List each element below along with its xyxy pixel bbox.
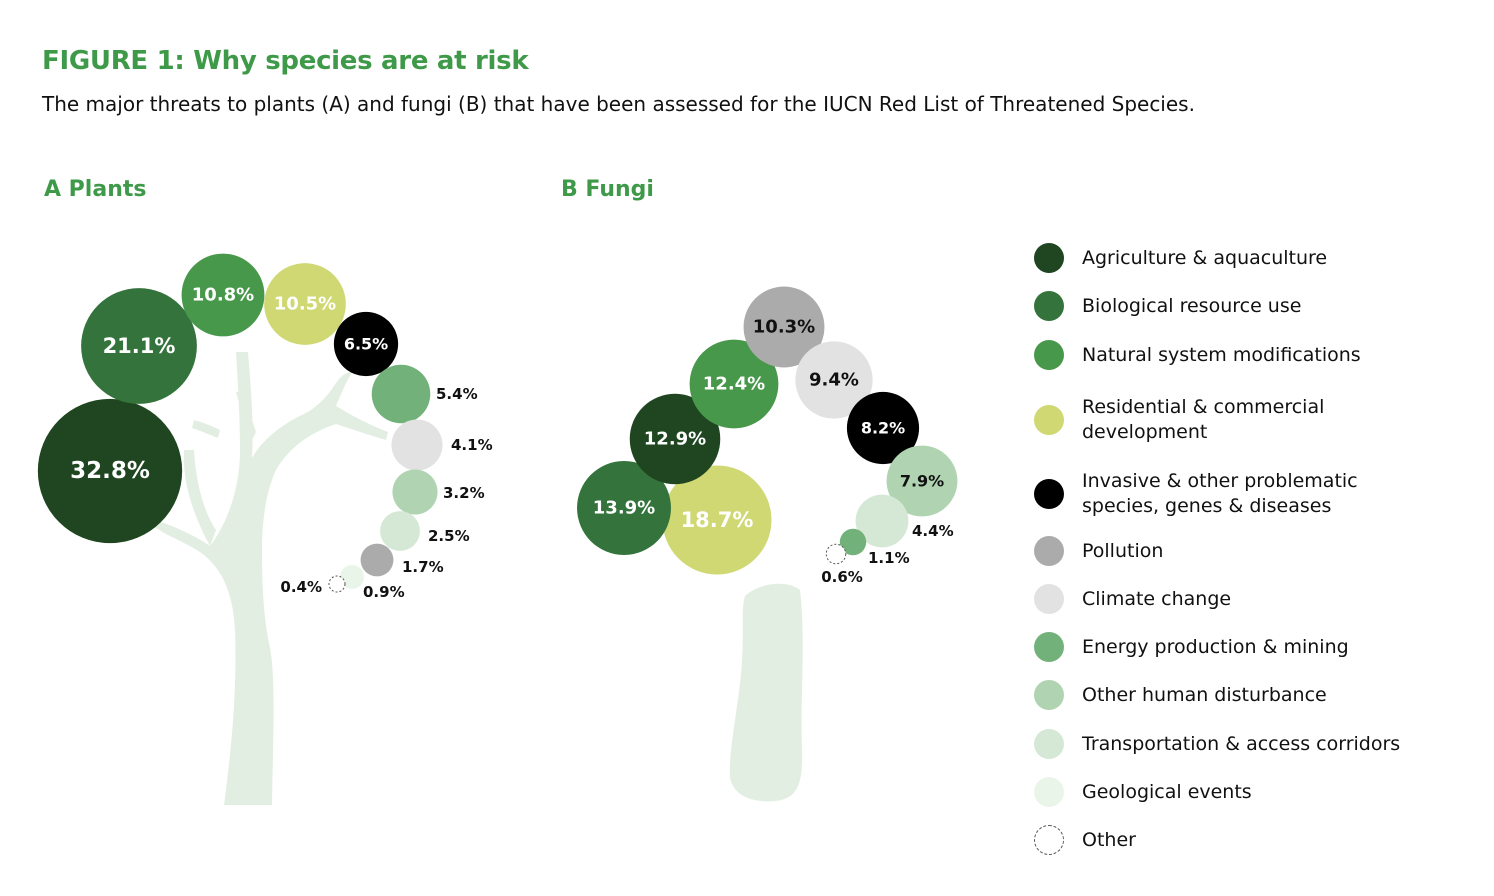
plants-label-energy: 5.4% [436, 385, 478, 403]
legend-item-geological: Geological events [1034, 777, 1462, 807]
fungi-label-pollution: 10.3% [753, 317, 815, 338]
plants-bubble-residential [264, 263, 346, 345]
plants-label-climate: 4.1% [451, 436, 493, 454]
legend-label-transport: Transportation & access corridors [1082, 732, 1401, 755]
legend-label-invasive: Invasive & other problematic species, ge… [1082, 470, 1358, 517]
fungi-label-disturbance: 7.9% [900, 472, 944, 491]
fungi-bubble-transport [855, 494, 909, 548]
plants-bubble-disturbance [392, 469, 438, 515]
legend-item-agriculture: Agriculture & aquaculture [1034, 243, 1462, 273]
fungi-bubble-residential [662, 465, 772, 575]
legend-item-energy: Energy production & mining [1034, 632, 1462, 662]
legend-label-climate: Climate change [1082, 587, 1232, 610]
plants-label-other: 0.4% [280, 578, 322, 596]
legend-swatch-residential [1034, 405, 1064, 435]
legend-swatch-pollution [1034, 536, 1064, 566]
fungi-bubble-natural [689, 339, 779, 429]
legend-item-disturbance: Other human disturbance [1034, 680, 1462, 710]
legend-swatch-natural [1034, 340, 1064, 370]
fungi-bubble-invasive [846, 391, 920, 465]
legend-label-pollution: Pollution [1082, 539, 1164, 562]
plants-bubble-group: 32.8% 21.1% 10.8% 10.5% 6.5% 5.4% 4.1% 3.2% 2.5%… [37, 253, 493, 601]
fungi-label-agriculture: 12.9% [644, 429, 706, 450]
legend-swatch-invasive [1034, 479, 1064, 509]
plants-bubble-climate [391, 419, 443, 471]
legend-item-climate: Climate change [1034, 584, 1462, 614]
plants-bubble-energy [371, 364, 431, 424]
legend-label-disturbance: Other human disturbance [1082, 683, 1327, 706]
plants-label-geological: 0.9% [363, 583, 405, 601]
plants-label-agriculture: 32.8% [70, 458, 150, 484]
legend-label-natural: Natural system modifications [1082, 343, 1361, 366]
fungi-bubble-group: 18.7% 13.9% 12.9% 12.4% 10.3% 9.4% 8.2% 7.9% 4.4… [577, 286, 958, 586]
legend-item-biological: Biological resource use [1034, 291, 1462, 321]
legend-item-invasive: Invasive & other problematic species, ge… [1034, 469, 1382, 519]
fungi-bubble-agriculture [629, 393, 721, 485]
plants-tree-silhouette [150, 352, 388, 805]
fungi-trunk-silhouette [729, 583, 803, 802]
legend-label-biological: Biological resource use [1082, 294, 1302, 317]
plants-bubble-biological [81, 288, 197, 404]
plants-label-invasive: 6.5% [344, 335, 388, 354]
figure-subtitle: The major threats to plants (A) and fung… [42, 92, 1195, 116]
plants-bubble-invasive [333, 311, 399, 377]
plants-bubble-pollution [360, 543, 394, 577]
plants-bubble-agriculture [37, 398, 183, 544]
fungi-label-other: 0.6% [821, 568, 863, 586]
legend-swatch-biological [1034, 291, 1064, 321]
legend-item-natural: Natural system modifications [1034, 340, 1462, 370]
plants-label-transport: 2.5% [428, 527, 470, 545]
legend-label-other: Other [1082, 828, 1136, 851]
legend-swatch-climate [1034, 584, 1064, 614]
legend-swatch-disturbance [1034, 680, 1064, 710]
plants-panel-title: A Plants [44, 177, 147, 202]
plants-label-pollution: 1.7% [402, 558, 444, 576]
legend-swatch-energy [1034, 632, 1064, 662]
legend-item-other: Other [1034, 825, 1462, 855]
bubble-tree-charts: 32.8% 21.1% 10.8% 10.5% 6.5% 5.4% 4.1% 3.2% 2.5%… [37, 253, 958, 805]
fungi-label-invasive: 8.2% [861, 419, 905, 438]
fungi-label-climate: 9.4% [809, 370, 859, 391]
fungi-bubble-other [825, 543, 847, 565]
plants-bubble-natural [181, 253, 265, 337]
plants-label-biological: 21.1% [103, 334, 176, 358]
legend-label-geological: Geological events [1082, 780, 1252, 803]
legend-item-residential: Residential & commercial development [1034, 395, 1332, 445]
figure-title: FIGURE 1: Why species are at risk [42, 46, 529, 76]
fungi-bubble-pollution [743, 286, 825, 368]
legend-label-agriculture: Agriculture & aquaculture [1082, 246, 1328, 269]
legend-swatch-other [1034, 825, 1064, 855]
legend-swatch-agriculture [1034, 243, 1064, 273]
fungi-label-residential: 18.7% [681, 508, 754, 532]
fungi-label-transport: 4.4% [912, 522, 954, 540]
plants-label-natural: 10.8% [192, 285, 254, 306]
fungi-bubble-climate [795, 341, 873, 419]
legend-label-residential: Residential & commercial development [1082, 396, 1325, 443]
legend-item-pollution: Pollution [1034, 536, 1462, 566]
fungi-label-natural: 12.4% [703, 374, 765, 395]
fungi-label-biological: 13.9% [593, 498, 655, 519]
plants-bubble-other [328, 575, 346, 593]
legend-swatch-geological [1034, 777, 1064, 807]
fungi-bubble-energy [839, 528, 867, 556]
fungi-panel-title: B Fungi [561, 177, 654, 202]
plants-bubble-geological [340, 565, 364, 589]
plants-bubble-transport [380, 511, 420, 551]
fungi-label-energy: 1.1% [868, 549, 910, 567]
legend: Agriculture & aquaculture Biological reso… [1034, 0, 1474, 896]
legend-label-energy: Energy production & mining [1082, 635, 1349, 658]
legend-item-transport: Transportation & access corridors [1034, 729, 1462, 759]
plants-label-disturbance: 3.2% [443, 484, 485, 502]
legend-swatch-transport [1034, 729, 1064, 759]
plants-label-residential: 10.5% [274, 294, 336, 315]
fungi-bubble-biological [577, 461, 671, 555]
fungi-bubble-disturbance [886, 445, 958, 517]
